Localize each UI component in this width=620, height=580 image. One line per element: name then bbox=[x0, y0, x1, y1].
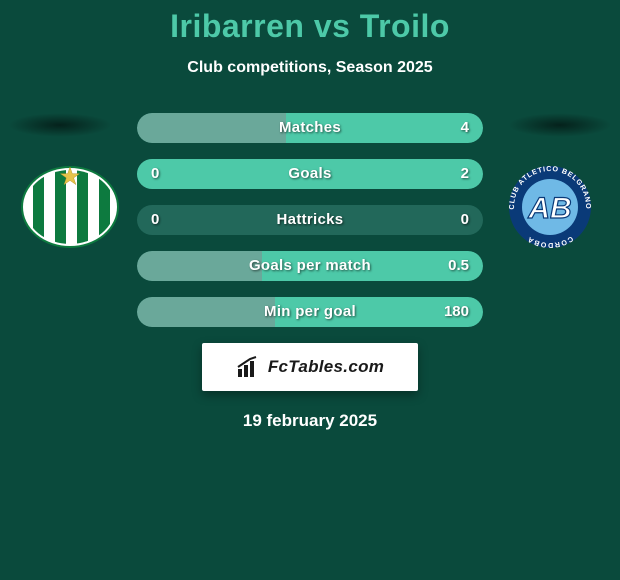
brand-box: FcTables.com bbox=[202, 343, 418, 391]
bar-value-right: 180 bbox=[444, 297, 469, 327]
crest-shadow-right bbox=[508, 113, 612, 137]
bar-label: Min per goal bbox=[137, 297, 483, 327]
banfield-crest-icon bbox=[20, 165, 120, 249]
svg-text:AB: AB bbox=[527, 192, 571, 225]
bar-value-left: 0 bbox=[151, 159, 159, 189]
bar-value-right: 2 bbox=[461, 159, 469, 189]
stat-bar: Goals0 2 bbox=[137, 159, 483, 189]
subtitle: Club competitions, Season 2025 bbox=[0, 59, 620, 77]
stat-bar: Matches4 bbox=[137, 113, 483, 143]
page-title: Iribarren vs Troilo bbox=[0, 0, 620, 45]
bar-label: Goals per match bbox=[137, 251, 483, 281]
stat-bar: Hattricks0 0 bbox=[137, 205, 483, 235]
crest-shadow-left bbox=[8, 113, 112, 137]
bar-value-right: 0 bbox=[461, 205, 469, 235]
chart-icon bbox=[236, 355, 260, 379]
team-crest-right: CLUB ATLETICO BELGRANO CORDOBA AB bbox=[500, 165, 600, 249]
comparison-bars: Matches4Goals02Hattricks00Goals per matc… bbox=[137, 113, 483, 327]
bar-value-right: 4 bbox=[461, 113, 469, 143]
belgrano-crest-icon: CLUB ATLETICO BELGRANO CORDOBA AB bbox=[500, 165, 600, 249]
bar-value-left: 0 bbox=[151, 205, 159, 235]
stat-bar: Min per goal180 bbox=[137, 297, 483, 327]
bar-label: Hattricks bbox=[137, 205, 483, 235]
team-crest-left bbox=[20, 165, 120, 249]
bar-label: Goals bbox=[137, 159, 483, 189]
brand-text: FcTables.com bbox=[268, 357, 384, 377]
bar-label: Matches bbox=[137, 113, 483, 143]
date-text: 19 february 2025 bbox=[0, 411, 620, 431]
comparison-content: CLUB ATLETICO BELGRANO CORDOBA AB Matche… bbox=[0, 113, 620, 431]
stat-bar: Goals per match0.5 bbox=[137, 251, 483, 281]
bar-value-right: 0.5 bbox=[448, 251, 469, 281]
